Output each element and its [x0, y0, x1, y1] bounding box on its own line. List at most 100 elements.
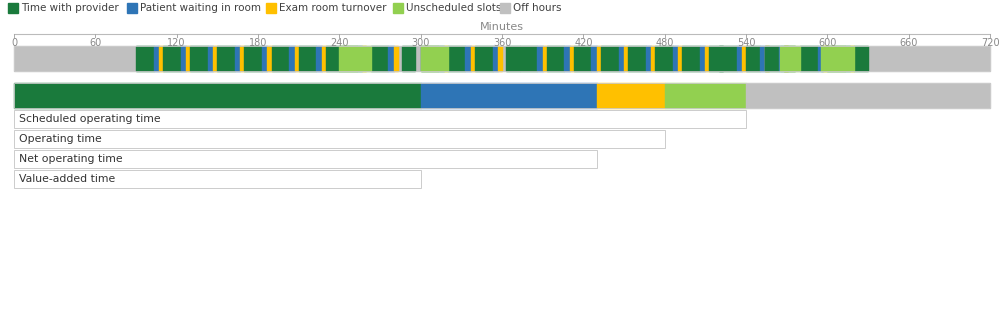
Bar — [421, 46, 438, 71]
Bar — [465, 46, 471, 71]
Bar — [646, 46, 651, 71]
Bar — [498, 46, 502, 71]
Bar — [760, 46, 765, 71]
Bar — [564, 46, 570, 71]
Bar — [591, 46, 597, 71]
Bar — [493, 46, 498, 71]
Bar — [737, 46, 742, 71]
Bar — [628, 46, 646, 71]
Bar — [854, 46, 868, 71]
Bar — [619, 46, 624, 71]
Text: 360: 360 — [493, 38, 511, 48]
Bar — [339, 46, 371, 71]
Bar — [597, 46, 601, 71]
Text: Scheduled operating time: Scheduled operating time — [19, 114, 161, 124]
Bar — [235, 46, 240, 71]
Bar — [357, 46, 362, 71]
Bar — [186, 46, 190, 71]
Bar — [181, 46, 186, 71]
Bar — [295, 46, 299, 71]
Bar — [651, 46, 655, 71]
Bar — [438, 46, 444, 71]
Bar — [213, 46, 217, 71]
Text: 120: 120 — [167, 38, 186, 48]
Bar — [746, 46, 760, 71]
Text: Unscheduled slots: Unscheduled slots — [406, 3, 501, 13]
Bar — [14, 46, 990, 71]
Bar — [14, 83, 990, 108]
Text: Net operating time: Net operating time — [19, 154, 123, 164]
Text: 420: 420 — [574, 38, 593, 48]
Text: 0: 0 — [11, 38, 17, 48]
Bar — [537, 46, 543, 71]
Bar — [289, 46, 295, 71]
Text: 660: 660 — [899, 38, 918, 48]
Bar — [746, 83, 990, 108]
Bar — [267, 46, 272, 71]
Bar — [190, 46, 208, 71]
Bar — [543, 46, 547, 71]
Bar — [421, 46, 448, 71]
Bar — [299, 46, 316, 71]
Bar — [394, 46, 398, 71]
Bar — [800, 46, 818, 71]
Bar — [624, 46, 628, 71]
Bar — [14, 83, 421, 108]
Text: Value-added time: Value-added time — [19, 174, 115, 184]
Bar — [444, 46, 448, 71]
Text: 60: 60 — [89, 38, 101, 48]
Bar — [601, 46, 619, 71]
Text: Exam room turnover: Exam room turnover — [279, 3, 386, 13]
Bar — [709, 46, 723, 71]
Text: Off hours: Off hours — [513, 3, 562, 13]
Bar — [547, 46, 564, 71]
Bar — [371, 46, 388, 71]
Bar — [339, 46, 357, 71]
Text: 300: 300 — [411, 38, 430, 48]
Bar — [471, 46, 475, 71]
Bar — [850, 46, 854, 71]
Text: 480: 480 — [655, 38, 674, 48]
Text: 180: 180 — [249, 38, 267, 48]
Bar — [244, 46, 262, 71]
Bar — [784, 46, 788, 71]
Text: Time with provider: Time with provider — [21, 3, 119, 13]
Bar — [14, 130, 665, 148]
Bar — [845, 46, 850, 71]
Bar — [779, 46, 784, 71]
Bar — [208, 46, 213, 71]
Bar — [784, 46, 795, 71]
Bar — [322, 46, 326, 71]
Bar — [818, 46, 823, 71]
Bar — [827, 46, 845, 71]
Bar — [14, 46, 990, 71]
Text: 600: 600 — [818, 38, 837, 48]
Text: Patient waiting in room: Patient waiting in room — [140, 3, 261, 13]
Bar — [448, 46, 465, 71]
Bar — [159, 46, 163, 71]
Bar — [742, 46, 746, 71]
Text: 240: 240 — [330, 38, 349, 48]
Bar — [136, 46, 154, 71]
Text: 720: 720 — [981, 38, 999, 48]
Bar — [421, 83, 597, 108]
Bar — [362, 46, 366, 71]
Bar — [163, 46, 181, 71]
Bar — [765, 46, 769, 71]
Bar — [262, 46, 267, 71]
Bar — [823, 46, 827, 71]
Bar — [316, 46, 322, 71]
Bar — [665, 83, 746, 108]
Bar — [780, 46, 800, 71]
Bar — [673, 46, 678, 71]
Bar — [765, 46, 779, 71]
Bar — [682, 46, 700, 71]
Bar — [678, 46, 682, 71]
Text: Minutes: Minutes — [480, 22, 524, 32]
Bar — [266, 3, 276, 13]
Bar — [272, 46, 289, 71]
Bar — [402, 46, 415, 71]
Bar — [14, 150, 597, 168]
Bar — [393, 3, 403, 13]
Bar — [240, 46, 244, 71]
